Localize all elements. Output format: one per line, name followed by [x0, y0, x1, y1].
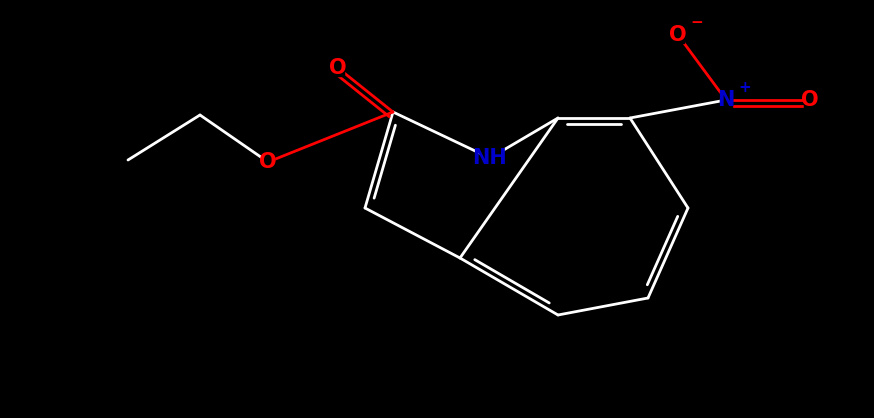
Text: O: O	[260, 152, 277, 172]
Text: O: O	[669, 25, 687, 45]
Bar	[332, 60, 344, 76]
Text: −: −	[690, 15, 703, 30]
Text: +: +	[738, 80, 751, 95]
Bar	[672, 27, 684, 43]
Bar	[480, 150, 500, 166]
Text: NH: NH	[473, 148, 508, 168]
Bar	[720, 92, 732, 108]
Text: N: N	[718, 90, 735, 110]
Bar	[804, 92, 816, 108]
Text: O: O	[801, 90, 819, 110]
Text: O: O	[329, 58, 347, 78]
Bar	[262, 154, 274, 170]
